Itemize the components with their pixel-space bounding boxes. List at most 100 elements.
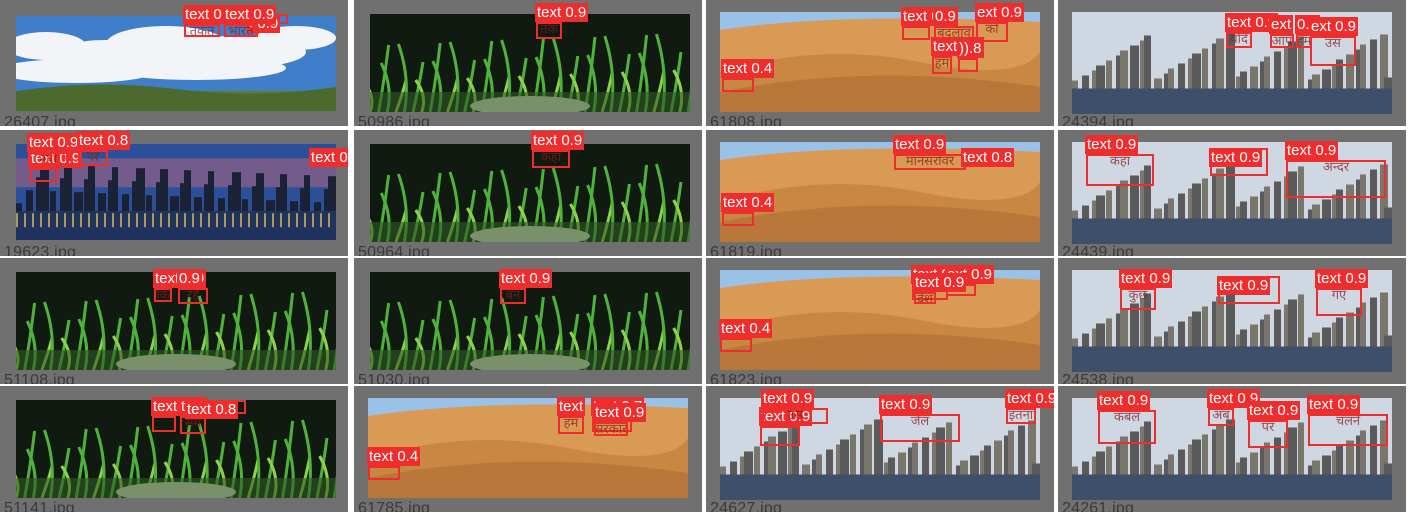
confidence-label: text 0.4 — [721, 193, 775, 212]
detection-box: text 0.4 — [719, 319, 773, 352]
detection-box: हम text — [557, 397, 586, 434]
filename-label: 26407.jpg — [4, 114, 77, 126]
detection-box: नया text 0.9 — [27, 133, 81, 166]
detected-text: जेल — [910, 414, 930, 428]
detected-text: कुछ — [1128, 288, 1148, 302]
detected-text: तकत — [189, 24, 215, 37]
detection-box: उस ext 0.9 — [1309, 17, 1359, 66]
filename-label: 61808.jpg — [710, 114, 783, 126]
detection-box: गए text 0.9 — [1315, 269, 1369, 316]
bounding-box-outline — [1006, 408, 1036, 424]
confidence-label: text 0.9 — [531, 131, 585, 150]
bounding-box-outline — [1208, 408, 1234, 426]
detection-box: किtext 0.9 — [153, 269, 207, 302]
confidence-label: text 0.9 — [913, 273, 967, 292]
bounding-box-outline — [30, 168, 58, 182]
detection-box: घरtext 0.8 — [185, 400, 246, 419]
bounding-box-outline — [1270, 34, 1294, 48]
confidence-label: text 0.9 — [1315, 269, 1369, 288]
filename-label: 24439.jpg — [1062, 244, 1135, 256]
detection-box: इतना text 0.9 — [1005, 389, 1054, 424]
detected-text: कंबल — [1113, 410, 1141, 424]
aquarium-scene-image — [370, 144, 690, 242]
detection-box: चलने text 0.9 — [1307, 395, 1388, 446]
confidence-label: text 0.9 — [309, 148, 348, 167]
detected-text: सरकार — [594, 422, 628, 436]
detection-box: text 0.4 — [721, 59, 775, 92]
detection-box: तकत text 0.9 — [183, 5, 237, 37]
confidence-label: ext — [1269, 15, 1294, 34]
confidence-label: text 0.9 — [1247, 401, 1301, 420]
result-tile: यदि text 0.9 आप ext हम 0.9 उस ext 0.9 24394.jpg — [1058, 0, 1406, 126]
bounding-box-outline — [1286, 160, 1386, 198]
bounding-box-outline — [558, 416, 584, 434]
detection-box: )).8 — [957, 39, 984, 72]
detected-text: पर — [86, 150, 100, 164]
confidence-label: text 0.9 — [1225, 13, 1279, 32]
scene-image — [370, 144, 690, 242]
detection-box: यदि text 0.9 — [1225, 13, 1279, 48]
detected-text: बन — [505, 288, 521, 302]
detected-text: उस — [1325, 36, 1341, 50]
desert-scene-image — [720, 12, 1040, 112]
scene-image — [720, 12, 1040, 112]
detected-text: गए — [1331, 288, 1347, 302]
bounding-box-outline — [932, 56, 952, 74]
city-scene-image — [1072, 398, 1392, 500]
detection-box: मानसरोवर text 0.9 — [893, 135, 966, 170]
detected-text: इतना — [1008, 408, 1034, 422]
scene-image — [720, 270, 1040, 370]
confidence-label: text 0.8 — [961, 148, 1015, 167]
confidence-label: text 0.9 — [893, 135, 947, 154]
confidence-label: 0.9 — [177, 269, 202, 288]
confidence-label: text 0.4 — [719, 319, 773, 338]
detected-text: उस — [787, 408, 803, 422]
filename-label: 51030.jpg — [358, 372, 431, 384]
bounding-box-outline — [1086, 154, 1154, 186]
bounding-box-outline — [914, 292, 936, 304]
detection-box: कहा text 0.9 — [531, 131, 585, 168]
result-tile: किtext 0.9रहे0.9 51108.jpg — [0, 258, 348, 384]
bounding-box-outline — [500, 288, 526, 304]
detection-box: भारत text 0.9 — [223, 5, 277, 37]
detected-text: बदलाव — [937, 26, 971, 40]
detection-box: रहे 0.9 — [177, 269, 208, 304]
result-tile: कहा text 0.9 50964.jpg — [354, 130, 702, 256]
confidence-label: text 0.9 — [1307, 395, 1361, 414]
detected-text: रहे — [186, 288, 200, 302]
scene-image — [16, 400, 336, 498]
bounding-box-outline — [368, 466, 400, 480]
scene-image — [1072, 398, 1392, 500]
result-tile: तक text 0.9 50986.jpg — [354, 0, 702, 126]
confidence-label: ext 0.9 — [975, 3, 1025, 22]
bounding-box-outline — [154, 288, 172, 302]
bounding-box-outline — [224, 24, 258, 37]
filename-label: 51108.jpg — [4, 372, 75, 384]
confidence-label: text 0.9 — [1217, 276, 1271, 295]
detection-box: तरहtext 0.9 — [1209, 148, 1268, 176]
aquarium-scene-image — [370, 272, 690, 370]
bounding-box-outline — [152, 416, 176, 432]
detected-text: हम — [563, 416, 579, 430]
confidence-label: )).8 — [957, 39, 984, 58]
detected-text: को — [985, 22, 999, 36]
confidence-label: text 0.9 — [183, 5, 237, 24]
bounding-box-outline — [1120, 288, 1156, 310]
detection-box: आप ext — [1269, 15, 1294, 48]
bounding-box-outline — [760, 426, 800, 446]
confidence-label: text 0.9 — [1285, 141, 1339, 160]
filename-label: 61823.jpg — [710, 372, 783, 384]
detection-box: जेल text 0.9 — [879, 395, 960, 442]
detected-text: नया — [38, 152, 58, 166]
detected-text: हम — [1296, 34, 1312, 48]
scene-image — [720, 142, 1040, 242]
bounding-box-outline — [1098, 410, 1156, 444]
confidence-label: text 0.9 — [1085, 135, 1139, 154]
